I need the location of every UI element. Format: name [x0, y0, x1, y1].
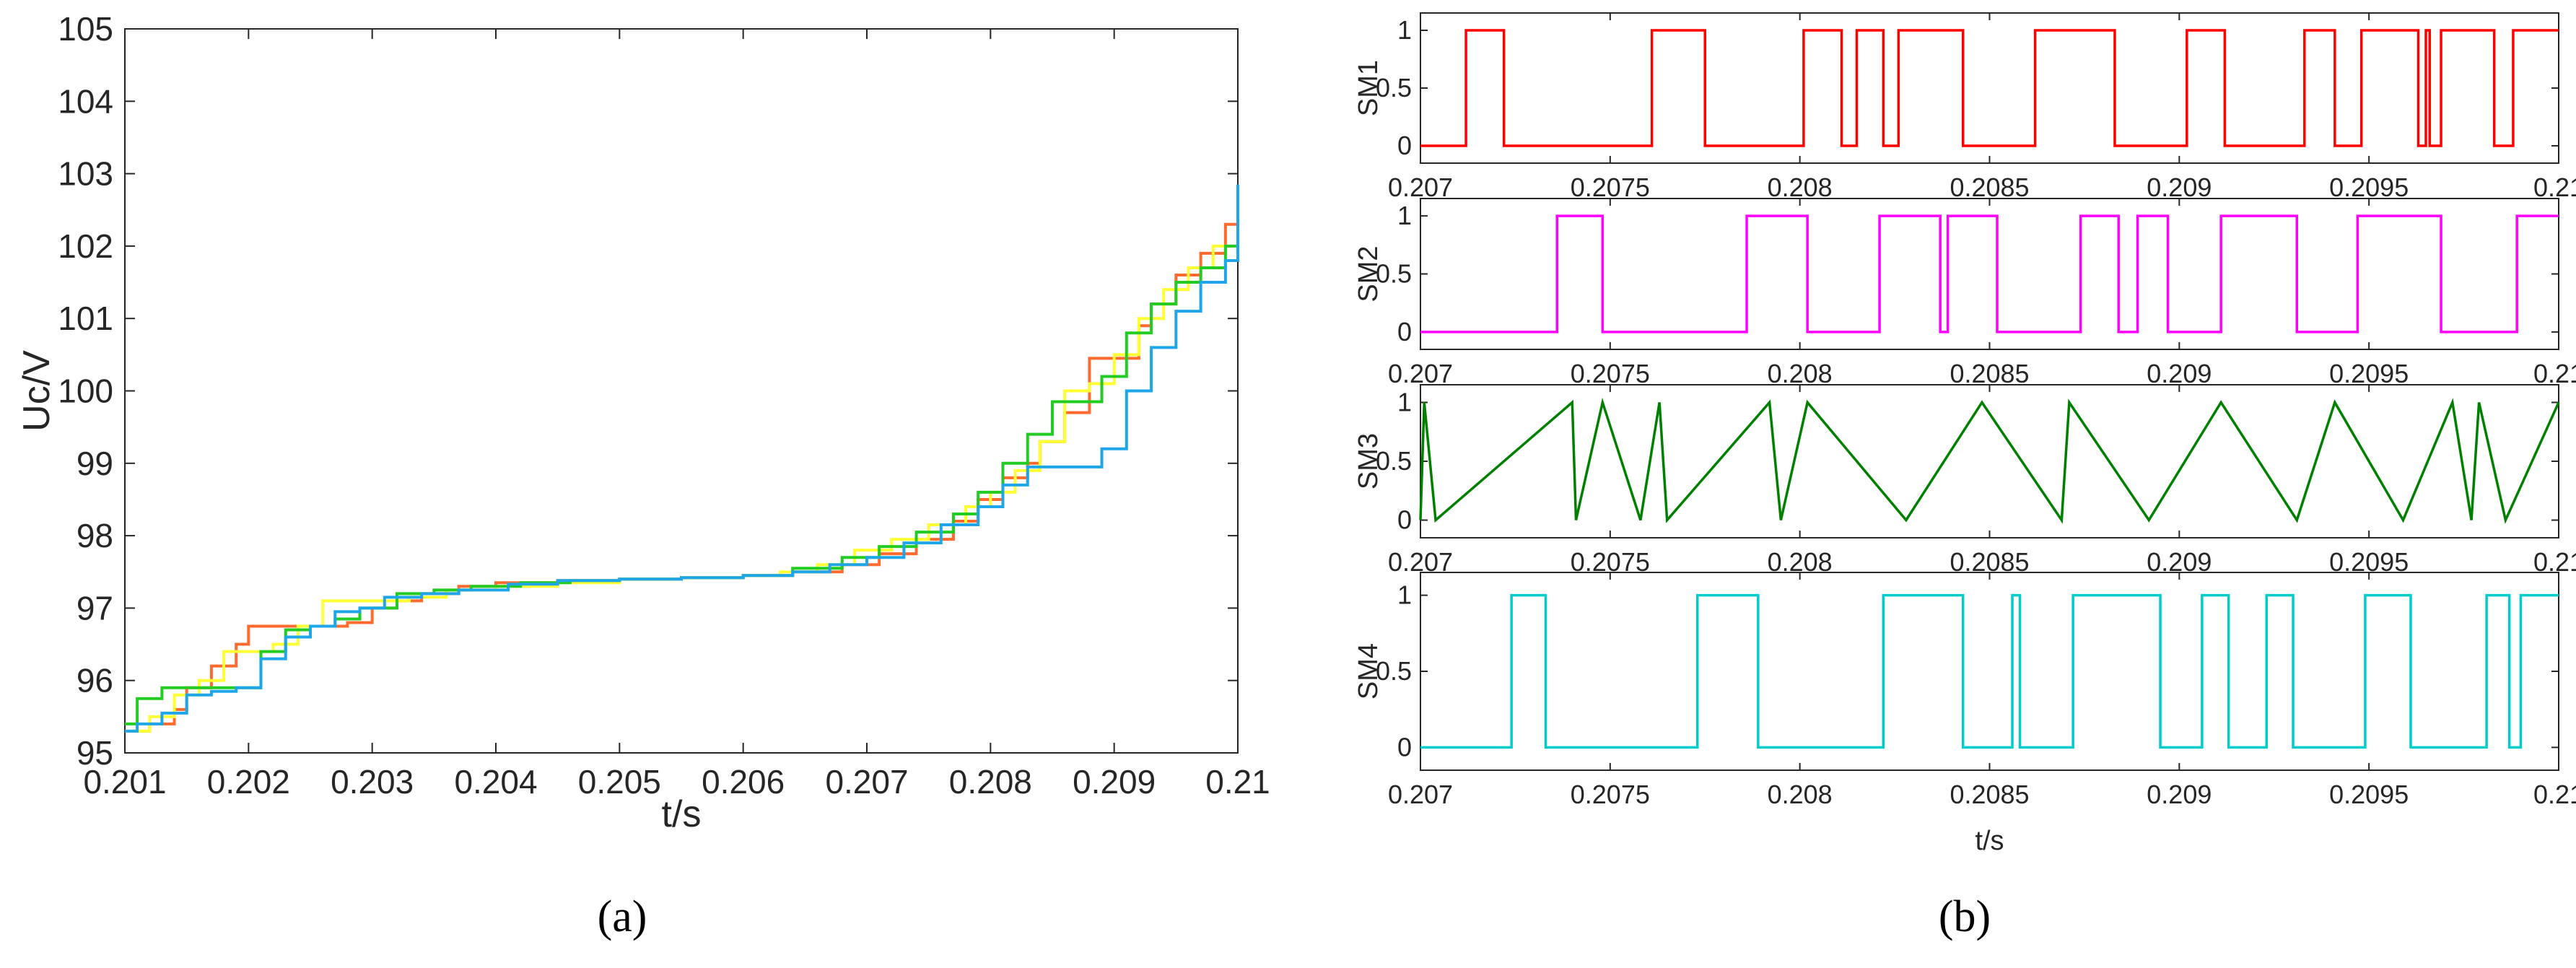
- plot-area-sm4: [1420, 572, 2559, 771]
- y-tick-label: 95: [77, 734, 113, 772]
- x-axis-label: t/s: [662, 793, 702, 835]
- x-tick-label: 0.206: [702, 763, 785, 801]
- x-tick-label: 0.203: [331, 763, 414, 801]
- y-tick-label: 0.5: [1376, 656, 1412, 686]
- series-line-sm2: [125, 238, 1239, 733]
- subplot-sm1: 0.207 0.2075 0.208 0.2085 0.209 0.2095 0.21 0 0.…: [1353, 12, 2576, 202]
- x-tick-label: 0.209: [2147, 173, 2212, 202]
- y-axis-label: Uc/V: [16, 350, 58, 432]
- series-line-sm4: [125, 184, 1239, 733]
- x-tick-label: 0.2085: [1950, 780, 2029, 809]
- x-tick-label: 0.204: [454, 763, 537, 801]
- y-axis-label-sm1: SM1: [1353, 60, 1384, 116]
- x-axis-label-b: t/s: [1975, 826, 2004, 856]
- y-tick-label: 100: [58, 372, 113, 410]
- y-tick-label: 0: [1397, 505, 1412, 535]
- y-tick-label: 1: [1397, 387, 1412, 417]
- subplot-sm2: 0.207 0.2075 0.208 0.2085 0.209 0.2095 0.21 0 0.…: [1353, 198, 2576, 388]
- y-tick-label: 103: [58, 155, 113, 193]
- y-tick-label: 96: [77, 662, 113, 699]
- x-tick-label: 0.207: [1388, 173, 1453, 202]
- x-tick-label: 0.21: [1205, 763, 1270, 801]
- x-tick-label: 0.202: [207, 763, 290, 801]
- x-tick-label: 0.21: [2533, 173, 2576, 202]
- y-tick-label: 104: [58, 82, 113, 120]
- x-tick-label: 0.207: [1388, 359, 1453, 388]
- y-tick-label: 0.5: [1376, 259, 1412, 289]
- y-tick-label: 98: [77, 517, 113, 554]
- x-tick-label: 0.208: [1768, 173, 1833, 202]
- y-tick-label: 0.5: [1376, 73, 1412, 103]
- plot-area-sm1: [1420, 12, 2559, 164]
- y-tick-label: 97: [77, 589, 113, 627]
- x-tick-label: 0.2075: [1571, 359, 1650, 388]
- x-tick-label: 0.209: [1073, 763, 1156, 801]
- y-tick-label: 99: [77, 445, 113, 482]
- y-tick-label: 1: [1397, 580, 1412, 610]
- x-tick-label: 0.2085: [1950, 359, 2029, 388]
- plot-area-sm2: [1420, 198, 2559, 350]
- y-tick-label: 101: [58, 300, 113, 337]
- x-tick-label: 0.209: [2147, 780, 2212, 809]
- series-line-sm4: [1420, 593, 2559, 749]
- x-tick-label: 0.21: [2533, 359, 2576, 388]
- subplot-sm3: 0.2070.20750.2080.20850.2090.20950.2100.…: [1353, 384, 2576, 577]
- y-tick-label: 105: [58, 10, 113, 48]
- y-tick-label: 0: [1397, 732, 1412, 762]
- caption-a: (a): [598, 892, 647, 941]
- x-tick-label: 0.207: [1388, 780, 1453, 809]
- x-tick-label: 0.2095: [2329, 359, 2409, 388]
- x-tick-label: 0.2075: [1571, 780, 1650, 809]
- y-tick-label: 1: [1397, 201, 1412, 230]
- x-tick-label: 0.21: [2533, 780, 2576, 809]
- x-tick-label: 0.208: [949, 763, 1032, 801]
- panel-a: 0.201 0.202 0.203 0.204 0.205 0.206 0.207 0.208…: [16, 10, 1270, 835]
- y-tick-label: 0: [1397, 131, 1412, 160]
- series-line-sm3: [1419, 397, 2560, 525]
- plot-area-sm3: [1420, 384, 2559, 538]
- x-tick-label: 0.2095: [2329, 173, 2409, 202]
- panel-b: 0.207 0.2075 0.208 0.2085 0.209 0.2095 0.21 0 0.…: [1353, 12, 2576, 856]
- y-tick-label: 1: [1397, 15, 1412, 45]
- subplot-sm4: 0.207 0.2075 0.208 0.2085 0.209 0.2095 0.21 0 0.…: [1353, 572, 2576, 809]
- x-tick-label: 0.201: [83, 763, 166, 801]
- caption-b: (b): [1939, 892, 1991, 941]
- series-line-sm1: [1420, 29, 2559, 147]
- x-tick-label: 0.208: [1768, 359, 1833, 388]
- x-tick-label: 0.2095: [2329, 780, 2409, 809]
- y-tick-label: 102: [58, 227, 113, 265]
- y-axis-label-sm3: SM3: [1353, 433, 1384, 489]
- x-tick-label: 0.209: [2147, 359, 2212, 388]
- x-tick-label: 0.208: [1768, 780, 1833, 809]
- x-tick-label: 0.2085: [1950, 173, 2029, 202]
- x-tick-label: 0.207: [825, 763, 908, 801]
- y-axis-label-sm4: SM4: [1353, 643, 1384, 699]
- x-tick-label: 0.205: [578, 763, 661, 801]
- series-line-sm2: [1420, 214, 2559, 333]
- y-tick-label: 0: [1397, 317, 1412, 346]
- y-tick-label: 0.5: [1376, 446, 1412, 476]
- x-tick-label: 0.2075: [1571, 173, 1650, 202]
- y-axis-label-sm2: SM2: [1353, 245, 1384, 302]
